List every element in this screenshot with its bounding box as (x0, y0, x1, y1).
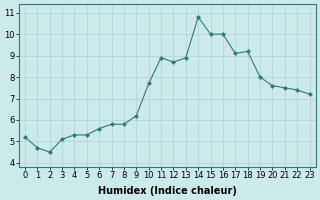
X-axis label: Humidex (Indice chaleur): Humidex (Indice chaleur) (98, 186, 237, 196)
